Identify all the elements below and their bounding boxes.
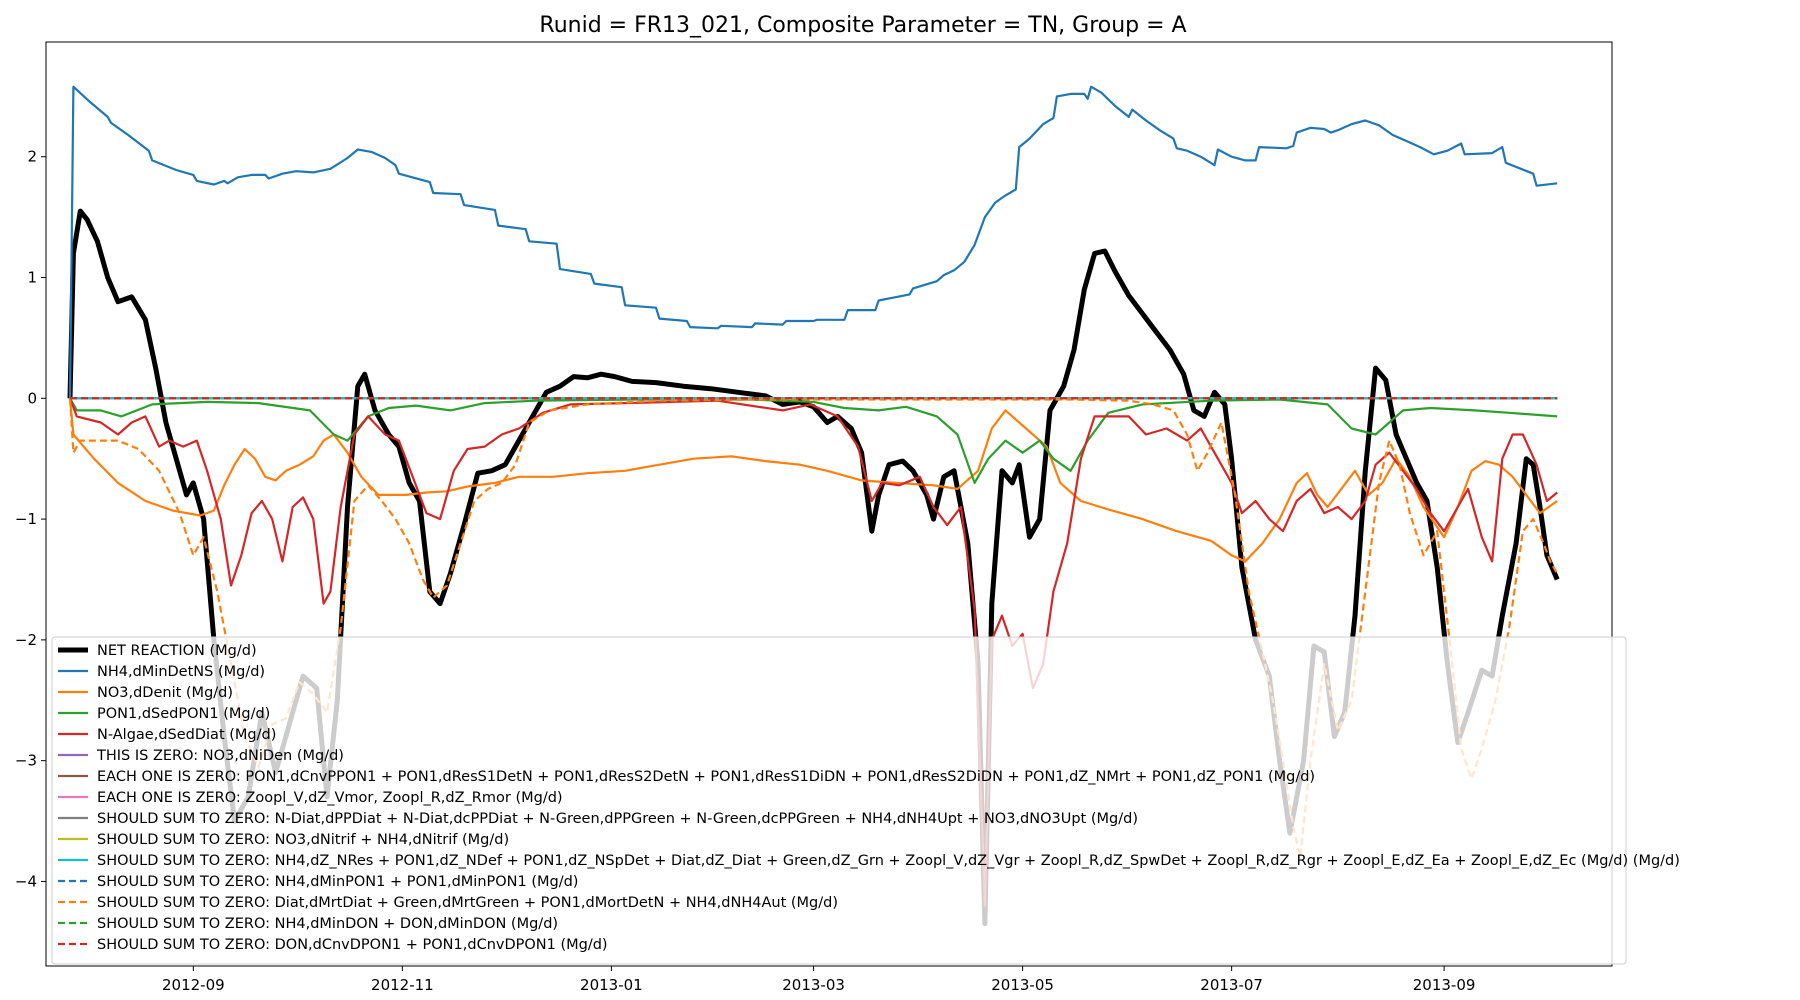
- y-tick-label: 0: [27, 389, 37, 407]
- legend-label: EACH ONE IS ZERO: PON1,dCnvPPON1 + PON1,…: [97, 769, 1315, 785]
- x-tick-label: 2013-05: [991, 976, 1054, 994]
- series-line-4: [68, 397, 1558, 907]
- series-line-1: [68, 85, 1558, 399]
- x-tick-label: 2013-03: [782, 976, 845, 994]
- axes: 2 1 0 −1 −2 −3 −4 2012-09 2012-11 2013-01 2013-03 2…: [15, 148, 1476, 994]
- chart-title: Runid = FR13_021, Composite Parameter = …: [539, 13, 1186, 38]
- legend-label: SHOULD SUM TO ZERO: N-Diat,dPPDiat + N-D…: [97, 811, 1138, 827]
- y-tick-label: 1: [27, 269, 37, 287]
- legend-label: NO3,dDenit (Mg/d): [97, 685, 233, 701]
- y-tick-label: −2: [15, 631, 37, 649]
- legend-label: NH4,dMinDetNS (Mg/d): [97, 664, 265, 680]
- y-tick-label: −3: [15, 752, 37, 770]
- legend-label: N-Algae,dSedDiat (Mg/d): [97, 727, 276, 743]
- legend-label: SHOULD SUM TO ZERO: Diat,dMrtDiat + Gree…: [97, 895, 838, 911]
- legend-label: SHOULD SUM TO ZERO: DON,dCnvDPON1 + PON1…: [97, 937, 608, 953]
- x-tick-label: 2013-09: [1413, 976, 1476, 994]
- legend-label: NET REACTION (Mg/d): [97, 643, 257, 659]
- y-tick-label: 2: [27, 148, 37, 166]
- y-tick-label: −1: [15, 510, 37, 528]
- legend-label: PON1,dSedPON1 (Mg/d): [97, 706, 270, 722]
- x-tick-label: 2013-01: [580, 976, 643, 994]
- x-tick-label: 2012-11: [371, 976, 434, 994]
- legend-label: SHOULD SUM TO ZERO: NH4,dMinDON + DON,dM…: [97, 916, 558, 932]
- series-line-2: [68, 398, 1558, 563]
- legend-label: SHOULD SUM TO ZERO: NO3,dNitrif + NH4,dN…: [97, 832, 509, 848]
- legend-label: SHOULD SUM TO ZERO: NH4,dZ_NRes + PON1,d…: [97, 853, 1680, 869]
- y-tick-label: −4: [15, 872, 37, 890]
- legend-label: SHOULD SUM TO ZERO: NH4,dMinPON1 + PON1,…: [97, 874, 578, 890]
- legend-box: [51, 636, 1627, 965]
- legend-label: EACH ONE IS ZERO: Zoopl_V,dZ_Vmor, Zoopl…: [97, 790, 563, 806]
- series-line-3: [69, 397, 1558, 484]
- legend-label: THIS IS ZERO: NO3,dNiDen (Mg/d): [96, 748, 344, 764]
- x-tick-label: 2012-09: [162, 976, 225, 994]
- x-tick-label: 2013-07: [1200, 976, 1263, 994]
- legend: NET REACTION (Mg/d) NH4,dMinDetNS (Mg/d) N…: [51, 636, 1680, 965]
